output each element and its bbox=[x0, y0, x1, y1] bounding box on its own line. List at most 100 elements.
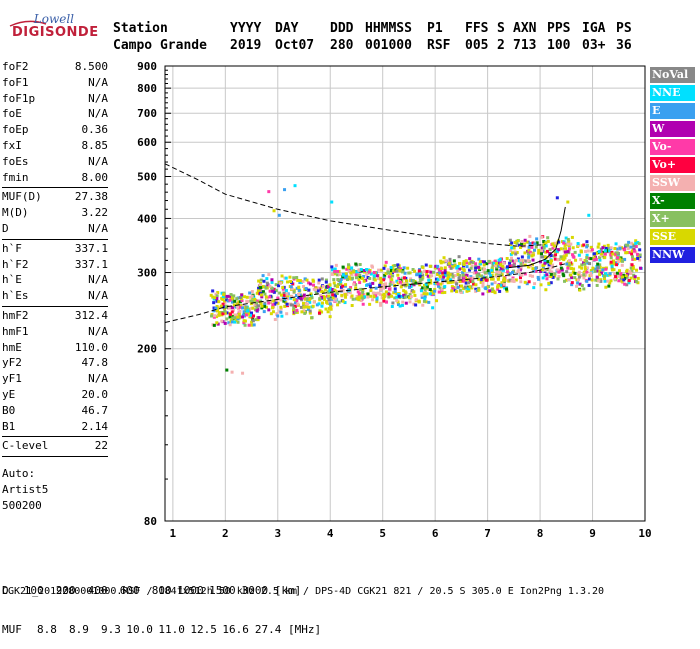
echo-point bbox=[275, 298, 279, 302]
echo-point bbox=[349, 286, 353, 290]
echo-point bbox=[559, 262, 563, 266]
echo-point bbox=[599, 278, 603, 282]
echo-point bbox=[481, 281, 485, 285]
echo-point bbox=[482, 275, 486, 279]
echo-point bbox=[601, 246, 605, 250]
echo-point bbox=[420, 295, 424, 299]
echo-point bbox=[309, 292, 313, 296]
echo-point bbox=[228, 323, 232, 327]
echo-point bbox=[456, 269, 460, 273]
y-tick-label: 200 bbox=[137, 343, 157, 356]
echo-point bbox=[328, 286, 332, 290]
legend-item-x: X- bbox=[650, 193, 695, 209]
echo-point bbox=[549, 261, 553, 265]
param-name: foF1p bbox=[2, 91, 36, 105]
param-fof1: foF1 N/A bbox=[2, 76, 108, 90]
x-tick-label: 5 bbox=[379, 527, 386, 540]
echo-point bbox=[490, 282, 494, 286]
echo-point bbox=[391, 281, 395, 285]
line-solid-trace bbox=[508, 206, 566, 269]
echo-point bbox=[411, 268, 415, 272]
echo-point bbox=[486, 269, 490, 273]
echo-point bbox=[537, 277, 541, 281]
echo-point bbox=[482, 260, 486, 264]
echo-point bbox=[598, 255, 602, 259]
echo-point bbox=[298, 293, 302, 297]
echo-point bbox=[440, 271, 444, 275]
legend-item-noval: NoVal bbox=[650, 67, 695, 83]
echo-point bbox=[284, 276, 288, 280]
echo-point bbox=[624, 251, 628, 255]
echo-point bbox=[368, 302, 372, 306]
echo-point bbox=[372, 275, 376, 279]
echo-point bbox=[363, 295, 367, 299]
echo-point bbox=[323, 297, 327, 301]
echo-point bbox=[233, 313, 237, 317]
echo-point bbox=[373, 278, 377, 282]
echo-point bbox=[289, 279, 293, 283]
echo-point bbox=[288, 275, 292, 279]
echo-point bbox=[609, 260, 613, 264]
echo-point bbox=[304, 287, 308, 291]
param-value: N/A bbox=[88, 273, 108, 287]
echo-point bbox=[545, 268, 549, 272]
echo-point bbox=[212, 323, 216, 327]
echo-point bbox=[233, 320, 237, 324]
echo-point bbox=[406, 266, 410, 270]
echo-point bbox=[256, 318, 260, 322]
param-name: B0 bbox=[2, 403, 16, 417]
echo-point bbox=[332, 293, 336, 297]
echo-point bbox=[495, 274, 499, 278]
echo-point bbox=[340, 293, 344, 297]
echo-point bbox=[276, 296, 280, 300]
echo-point bbox=[432, 270, 436, 274]
echo-point bbox=[428, 292, 432, 296]
echo-point bbox=[347, 269, 351, 273]
echo-point bbox=[271, 306, 275, 310]
echo-point bbox=[615, 256, 619, 260]
echo-point bbox=[514, 252, 518, 256]
echo-point bbox=[552, 244, 556, 248]
echo-point bbox=[593, 269, 597, 273]
echo-point bbox=[292, 298, 296, 302]
echo-point bbox=[337, 282, 341, 286]
echo-point bbox=[347, 263, 351, 267]
echo-point bbox=[595, 275, 599, 279]
echo-point bbox=[417, 269, 421, 273]
echo-point bbox=[395, 292, 399, 296]
echo-point bbox=[590, 248, 594, 252]
echo-point bbox=[594, 278, 598, 282]
echo-point bbox=[530, 245, 534, 249]
echo-point bbox=[382, 296, 386, 300]
echo-point bbox=[225, 311, 229, 315]
echo-point bbox=[228, 312, 232, 316]
echo-point bbox=[566, 250, 570, 254]
echo-point bbox=[569, 242, 573, 246]
echo-point bbox=[403, 271, 407, 275]
header-label-yyyy: YYYY bbox=[230, 21, 262, 36]
echo-point bbox=[532, 286, 536, 290]
echo-point bbox=[528, 234, 532, 238]
echo-point bbox=[221, 295, 225, 299]
echo-point bbox=[371, 265, 375, 269]
echo-point bbox=[383, 273, 387, 277]
echo-point bbox=[443, 266, 447, 270]
echo-point bbox=[371, 281, 375, 285]
echo-point bbox=[443, 273, 447, 277]
echo-point bbox=[474, 264, 478, 268]
echo-point bbox=[409, 277, 413, 281]
echo-point bbox=[638, 248, 642, 252]
echo-point bbox=[298, 279, 302, 283]
param-value: N/A bbox=[88, 372, 108, 386]
echo-point bbox=[334, 297, 338, 301]
echo-point bbox=[578, 265, 582, 269]
echo-point bbox=[487, 271, 491, 275]
echo-point bbox=[423, 283, 427, 287]
echo-point bbox=[382, 266, 386, 270]
header-label-iga: IGA bbox=[582, 21, 606, 36]
y-tick-label: 500 bbox=[137, 170, 157, 183]
echo-point bbox=[243, 295, 247, 299]
echo-point bbox=[252, 295, 256, 299]
echo-point bbox=[355, 294, 359, 298]
echo-point bbox=[467, 281, 471, 285]
